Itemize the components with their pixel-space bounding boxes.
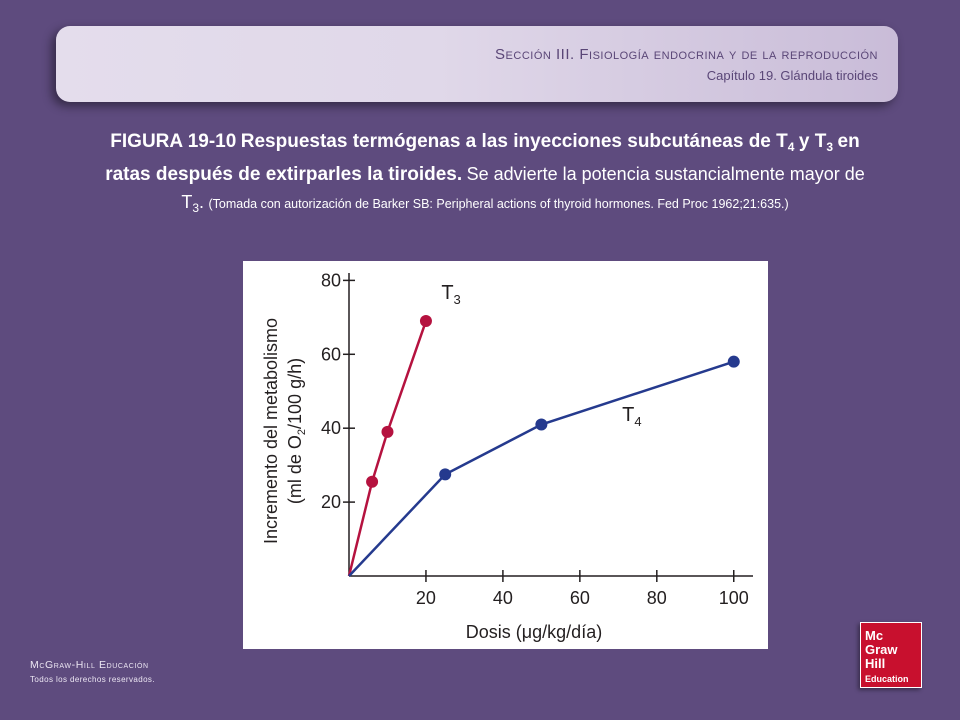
caption-sub-1: 4 [787, 140, 795, 155]
svg-text:Incremento del metabolismo: Incremento del metabolismo [261, 318, 281, 544]
y-tick-label: 20 [321, 492, 341, 512]
caption-bold-2: y T [798, 131, 827, 152]
x-tick-label: 20 [416, 588, 436, 608]
y-tick-label: 80 [321, 270, 341, 290]
data-point-T3 [366, 475, 379, 488]
x-tick-label: 40 [493, 588, 513, 608]
y-axis-label-line2-sub: 2 [296, 429, 308, 435]
y-tick-label: 60 [321, 344, 341, 364]
footer-company: McGraw-Hill Educación [30, 659, 149, 671]
section-label: Sección III. [495, 46, 575, 63]
y-tick-label: 40 [321, 418, 341, 438]
data-point-T3 [419, 315, 432, 328]
series-line-T4 [348, 360, 735, 577]
logo-line4: Education [865, 674, 909, 684]
y-axis-label: Incremento del metabolismo (ml de O2/100… [261, 318, 308, 544]
y-axis-label-line1: Incremento del metabolismo [261, 318, 281, 544]
footer-rights: Todos los derechos reservados. [30, 675, 155, 684]
svg-text:(ml de O2/100 g/h): (ml de O2/100 g/h) [285, 358, 308, 504]
caption-normal: Se advierte la potencia sustancialmente … [181, 164, 865, 213]
x-tick-label: 100 [719, 588, 749, 608]
data-point-T4 [727, 355, 740, 368]
logo-line2: Graw [865, 642, 898, 657]
axes [348, 273, 753, 577]
x-tick-label: 80 [647, 588, 667, 608]
series-line-T3 [347, 320, 428, 577]
series-label-T3: T3 [441, 282, 460, 307]
section-name: Fisiología endocrina y de la reproducció… [579, 46, 878, 63]
data-point-T4 [535, 418, 548, 431]
logo-line1: Mc [865, 628, 884, 643]
logo-line3: Hill [865, 656, 886, 671]
x-axis-label: Dosis (μg/kg/día) [466, 622, 602, 642]
series: T3 T4 [347, 282, 740, 577]
y-axis-label-line2-post: /100 g/h) [285, 358, 305, 429]
figure-caption: FIGURA 19-10 Respuestas termógenas a las… [105, 131, 865, 216]
caption-normal-sub: 3 [192, 201, 200, 216]
ticks: 20 40 60 80 20 40 60 80 100 [321, 270, 749, 608]
header-banner: Sección III. Fisiología endocrina y de l… [56, 26, 898, 102]
chart-panel: 20 40 60 80 20 40 60 80 100 T3 T4 Dosis (μg/kg/dí… [243, 261, 768, 649]
series-label-T4: T4 [622, 404, 641, 429]
caption-sub-2: 3 [826, 140, 834, 155]
section-title: Sección III. Fisiología endocrina y de l… [495, 46, 878, 63]
chapter-title: Capítulo 19. Glándula tiroides [706, 68, 878, 83]
figure-label: FIGURA 19-10 [110, 131, 237, 152]
x-tick-label: 60 [570, 588, 590, 608]
mcgraw-hill-logo: Mc Graw Hill Education [860, 622, 922, 688]
data-point-T3 [381, 425, 394, 438]
data-point-T4 [439, 468, 452, 481]
caption-bold-1: Respuestas termógenas a las inyecciones … [240, 131, 788, 152]
caption-bold-3: en ratas después de extirparles la tiroi… [105, 131, 860, 186]
thermogenic-response-chart: 20 40 60 80 20 40 60 80 100 T3 T4 Dosis (μg/kg/dí… [261, 270, 753, 642]
y-axis-label-line2-pre: (ml de O [285, 435, 305, 504]
caption-source: (Tomada con autorización de Barker SB: P… [208, 197, 789, 212]
